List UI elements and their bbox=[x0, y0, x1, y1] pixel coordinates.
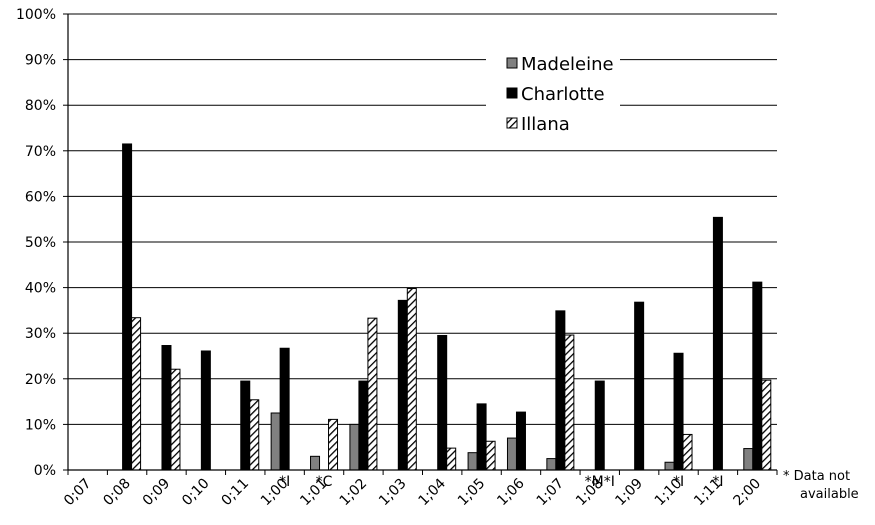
legend-label-illana: Illana bbox=[521, 114, 570, 135]
x-tick-labels: 0;07 0;08 0;09 0;10 0;11 1;00 1;01 1;02 1;03 1;04… bbox=[61, 475, 764, 509]
x-tick-label: 1;06 bbox=[494, 475, 528, 509]
legend-swatch-illana bbox=[506, 117, 518, 129]
x-tick-label: 1;04 bbox=[415, 475, 449, 509]
y-tick-label: 70% bbox=[25, 144, 56, 160]
x-tick-label: 1;07 bbox=[534, 476, 568, 510]
bar-illana-1-04 bbox=[446, 447, 457, 471]
x-tick-label: 1;03 bbox=[376, 476, 410, 510]
y-tick-label: 100% bbox=[16, 7, 56, 23]
bar-charlotte-1-03 bbox=[397, 299, 408, 471]
bar-illana-0-09 bbox=[170, 368, 181, 471]
bar-illana-0-08 bbox=[131, 317, 142, 471]
bar-charlotte-1-09 bbox=[634, 301, 645, 471]
x-tick-label: 2;00 bbox=[731, 476, 765, 510]
footnote-line-2: available bbox=[800, 487, 859, 502]
legend-swatch-madeleine bbox=[506, 57, 518, 69]
bar-illana-1-03 bbox=[406, 288, 417, 471]
annotation-label: *I bbox=[673, 474, 684, 490]
bar-charlotte-1-04 bbox=[437, 334, 448, 471]
bar-charlotte-0-11 bbox=[240, 380, 251, 471]
y-tick-labels: 0% 10% 20% 30% 40% 50% 60% 70% 80% 90% 100% bbox=[16, 7, 68, 479]
bar-madeleine-1-07 bbox=[546, 458, 557, 471]
bar-illana-2-00 bbox=[761, 379, 772, 471]
gridlines bbox=[68, 13, 777, 425]
bars bbox=[122, 143, 772, 471]
bar-illana-1-10 bbox=[682, 433, 693, 471]
x-tick-label: 1;05 bbox=[455, 476, 489, 510]
footnote-line-1: * Data not bbox=[783, 469, 850, 484]
bar-charlotte-1-10 bbox=[673, 352, 684, 471]
bar-illana-1-01 bbox=[328, 418, 339, 471]
bar-illana-1-05 bbox=[485, 440, 496, 471]
annotation-label: *I bbox=[712, 474, 723, 490]
x-tick-label: 0;09 bbox=[140, 476, 174, 510]
bar-madeleine-2-00 bbox=[743, 448, 754, 471]
annotations: *I *C *M*I *I *I bbox=[279, 474, 723, 490]
y-tick-label: 40% bbox=[25, 281, 56, 297]
bar-madeleine-1-05 bbox=[467, 452, 478, 471]
y-tick-label: 50% bbox=[25, 235, 56, 251]
bar-charlotte-0-10 bbox=[200, 350, 211, 471]
bar-madeleine-1-06 bbox=[506, 437, 517, 471]
bar-charlotte-1-08 bbox=[594, 380, 605, 471]
bar-charlotte-1-11 bbox=[712, 216, 723, 471]
bar-illana-0-11 bbox=[249, 399, 260, 471]
x-tick-label: 0;10 bbox=[179, 476, 213, 510]
y-tick-label: 0% bbox=[34, 463, 56, 479]
legend-label-charlotte: Charlotte bbox=[521, 84, 605, 105]
x-tick-label: 0;11 bbox=[219, 476, 253, 510]
bar-charlotte-1-05 bbox=[476, 403, 487, 471]
y-tick-label: 90% bbox=[25, 53, 56, 69]
bar-illana-1-02 bbox=[367, 317, 378, 471]
x-tick-label: 1;09 bbox=[612, 476, 646, 510]
bar-madeleine-1-01 bbox=[310, 455, 321, 471]
bar-madeleine-1-10 bbox=[664, 461, 675, 471]
bar-madeleine-1-00 bbox=[270, 412, 281, 471]
y-tick-label: 60% bbox=[25, 189, 56, 205]
bar-charlotte-1-07 bbox=[555, 310, 566, 471]
annotation-label: *M*I bbox=[585, 474, 615, 490]
x-tick-label: 1;02 bbox=[337, 476, 371, 510]
bar-charlotte-2-00 bbox=[752, 281, 763, 471]
bar-charlotte-1-02 bbox=[358, 380, 369, 471]
bar-charlotte-1-00 bbox=[279, 347, 290, 471]
x-tick-label: 0;07 bbox=[61, 476, 95, 510]
y-tick-label: 10% bbox=[25, 417, 56, 433]
bar-charlotte-1-06 bbox=[515, 411, 526, 471]
bar-charlotte-0-09 bbox=[161, 345, 172, 471]
legend: Madeleine Charlotte Illana bbox=[486, 45, 620, 139]
bar-madeleine-1-02 bbox=[349, 423, 360, 471]
y-tick-label: 80% bbox=[25, 98, 56, 114]
y-tick-label: 20% bbox=[25, 372, 56, 388]
y-tick-label: 30% bbox=[25, 326, 56, 342]
legend-label-madeleine: Madeleine bbox=[521, 54, 614, 75]
legend-swatch-charlotte bbox=[506, 87, 518, 99]
bar-illana-1-07 bbox=[564, 334, 575, 471]
annotation-label: *C bbox=[316, 474, 333, 490]
annotation-label: *I bbox=[279, 474, 290, 490]
footnote: * Data not available bbox=[783, 469, 859, 502]
bar-charlotte-0-08 bbox=[122, 143, 133, 471]
x-tick-label: 0;08 bbox=[100, 476, 134, 510]
